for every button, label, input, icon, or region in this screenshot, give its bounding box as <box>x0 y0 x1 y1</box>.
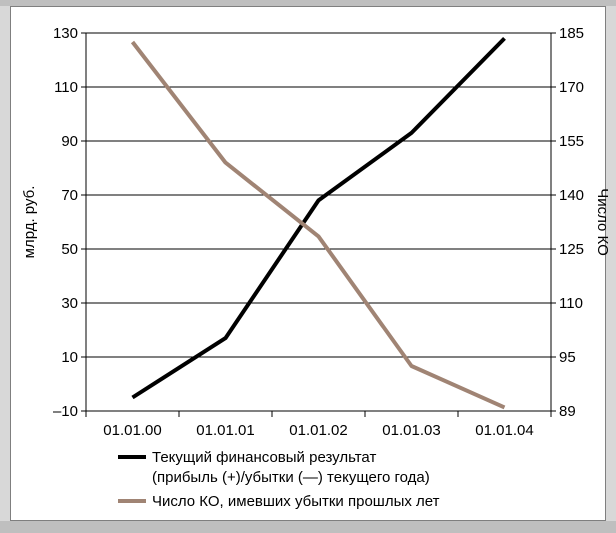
y-right-tick-label: 170 <box>559 79 584 96</box>
legend-label: Текущий финансовый результат <box>152 449 376 466</box>
series-line-ko-count <box>130 40 506 410</box>
gridlines <box>86 32 551 412</box>
y-right-tick-label: 89 <box>559 403 576 420</box>
series-line-financial-result <box>131 36 506 400</box>
y-right-tick-label: 95 <box>559 349 576 366</box>
y-left-tick-label: 70 <box>61 187 78 204</box>
y-left-tick-label: 10 <box>61 349 78 366</box>
legend-label: Число КО, имевших убытки прошлых лет <box>152 493 440 510</box>
legend-label: (прибыль (+)/убытки (—) текущего года) <box>152 469 430 486</box>
y-axis-left-title: млрд. руб. <box>21 186 38 259</box>
legend: Текущий финансовый результат (прибыль (+)… <box>118 449 440 510</box>
series-lines <box>130 36 506 410</box>
x-tick-label: 01.01.02 <box>289 422 347 439</box>
bottom-strip <box>0 521 616 533</box>
y-left-tick-label: 90 <box>61 133 78 150</box>
y-right-tick-label: 155 <box>559 133 584 150</box>
x-tick-label: 01.01.04 <box>475 422 533 439</box>
x-tick-label: 01.01.01 <box>196 422 254 439</box>
x-tick-label: 01.01.03 <box>382 422 440 439</box>
y-right-tick-label: 185 <box>559 25 584 42</box>
y-right-tick-label: 125 <box>559 241 584 258</box>
y-left-tick-label: –10 <box>53 403 78 420</box>
x-tick-label: 01.01.00 <box>103 422 161 439</box>
chart-frame <box>10 6 606 521</box>
y-axis-right-title: Число КО <box>594 188 611 256</box>
y-right-tick-label: 110 <box>559 295 583 312</box>
y-left-tick-label: 30 <box>61 295 78 312</box>
top-strip <box>0 0 616 6</box>
y-left-tick-label: 130 <box>53 25 78 42</box>
tick-labels: –10 89 10 95 30 110 50 125 70 140 90 155 110 170 130 18… <box>53 25 584 439</box>
y-left-tick-label: 50 <box>61 241 78 258</box>
y-left-tick-label: 110 <box>54 79 78 96</box>
y-right-tick-label: 140 <box>559 187 584 204</box>
axes <box>81 32 556 417</box>
